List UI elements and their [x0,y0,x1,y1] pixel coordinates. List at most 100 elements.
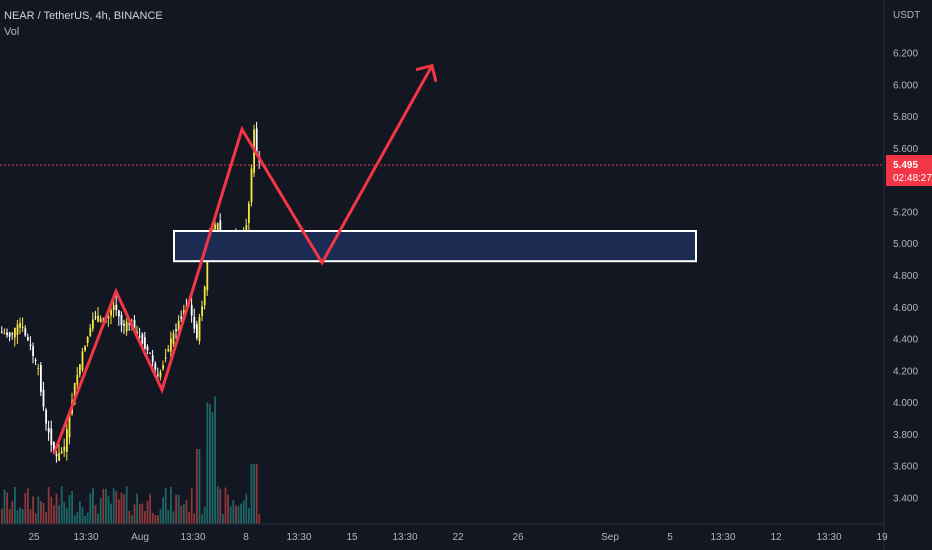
candle-body [219,220,222,234]
candle-body [3,333,6,335]
time-tick-label: 19 [876,532,888,543]
candle-body [8,332,11,337]
volume-bar [240,503,242,524]
candle-body [94,316,97,318]
volume-bar [206,402,209,524]
volume-bar [237,506,240,524]
volume-bar [222,514,224,524]
price-tick-label: 4.400 [893,335,918,346]
candle-body [175,329,177,332]
price-tick-label: 5.200 [893,207,918,218]
volume-bar [92,488,94,524]
candle-body [89,327,92,337]
candle-body [203,286,206,305]
candle-body [141,333,144,345]
volume-bar [180,505,183,524]
candle-body [19,322,21,328]
candle-body [146,346,149,351]
support-zone[interactable] [173,230,697,263]
price-tick-label: 6.200 [893,49,918,60]
candle-body [190,304,193,316]
volume-bar [102,488,105,524]
candle-body [40,365,42,392]
volume-bar [107,495,110,524]
volume-bar [29,508,32,524]
candle-body [99,318,102,323]
volume-bar [258,513,261,524]
price-tick-label: 5.800 [893,112,918,123]
candle-body [63,446,66,452]
volume-bar [60,486,63,524]
volume-legend[interactable]: Vol [4,26,20,38]
candle-body [32,346,34,357]
candle-body [193,316,196,329]
volume-bar [170,487,172,524]
price-tick-label: 4.000 [893,398,918,409]
volume-bar [14,486,16,524]
volume-bar [141,503,144,524]
candle-countdown: 02:48:27 [893,173,932,184]
candle-body [68,412,71,438]
candle-body [248,203,250,223]
volume-bar [94,505,97,524]
candle-body [133,319,136,333]
candle-body [47,428,50,433]
volume-bar [245,493,248,524]
candle-body [172,333,175,344]
volume-bar [219,488,222,524]
arrowhead-icon [415,63,438,83]
time-tick-label: 13:30 [816,532,841,543]
volume-bar [40,501,42,524]
volume-bar [133,504,136,524]
volume-bar [112,488,115,524]
volume-bar [235,505,237,524]
volume-bar [81,507,84,524]
volume-bar [131,515,133,524]
volume-bar [79,501,81,524]
time-tick-label: Sep [601,532,619,543]
volume-bar [37,496,40,524]
volume-bar [164,487,167,524]
volume-bar [68,495,71,524]
time-tick-label: 5 [667,532,673,543]
volume-bar [232,500,235,524]
candle-body [58,452,60,461]
candle-body [177,320,180,332]
candle-body [255,128,258,153]
volume-bar [159,509,162,524]
candle-body [120,314,123,326]
projection-path[interactable] [52,64,434,455]
volume-bar [196,449,198,524]
volume-bar [203,506,206,524]
volume-bar [19,507,21,524]
time-tick-label: 13:30 [73,532,98,543]
time-tick-label: 13:30 [180,532,205,543]
volume-bar [253,464,255,524]
volume-bar [66,508,68,524]
time-tick-label: 15 [346,532,358,543]
volume-bar [136,493,138,524]
candle-body [201,306,203,317]
candle-body [164,357,167,359]
volume-bar [224,487,227,524]
candle-body [214,224,216,230]
candle-body [79,364,81,375]
candle-body [21,326,24,328]
candle-body [84,346,86,351]
volume-bar [157,515,159,524]
volume-bar [73,515,76,524]
symbol-title[interactable]: NEAR / TetherUS, 4h, BINANCE [4,10,163,22]
candle-body [55,454,58,457]
volume-bar [172,511,175,524]
price-tick-label: 3.600 [893,462,918,473]
candle-body [198,317,201,342]
volume-bar [8,508,11,524]
volume-bar [248,508,250,524]
volume-bar [3,489,6,524]
candle-body [138,336,141,338]
volume-bar [99,497,102,524]
volume-bar [185,500,188,524]
volume-bar [211,412,214,524]
time-tick-label: 8 [243,532,249,543]
